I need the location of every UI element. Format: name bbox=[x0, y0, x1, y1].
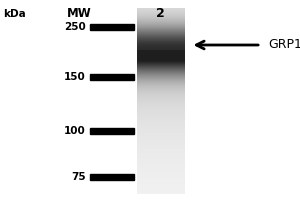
Text: MW: MW bbox=[67, 7, 92, 20]
Bar bbox=[90, 74, 134, 80]
Text: 75: 75 bbox=[71, 172, 86, 182]
Text: 2: 2 bbox=[156, 7, 165, 20]
Bar bbox=[90, 24, 134, 30]
Bar bbox=[90, 128, 134, 134]
Text: 250: 250 bbox=[64, 22, 86, 32]
Text: 100: 100 bbox=[64, 126, 86, 136]
Text: kDa: kDa bbox=[3, 9, 26, 19]
Text: 150: 150 bbox=[64, 72, 86, 82]
Bar bbox=[90, 174, 134, 180]
Text: GRP170: GRP170 bbox=[268, 38, 300, 51]
